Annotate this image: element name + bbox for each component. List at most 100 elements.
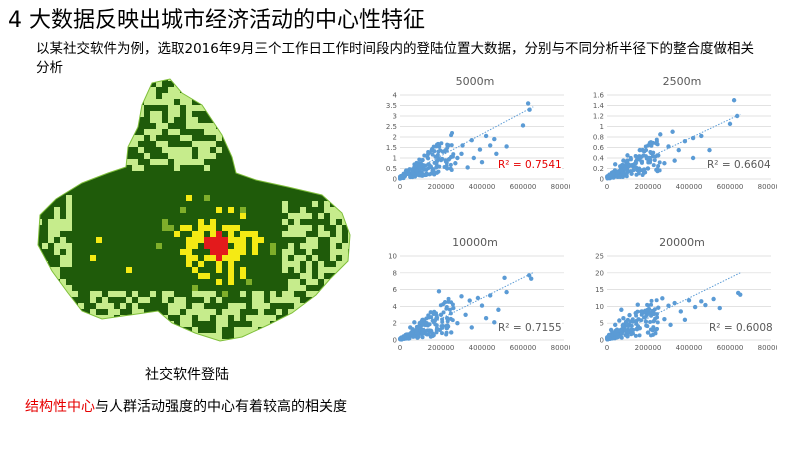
data-point — [655, 320, 660, 325]
data-point — [650, 328, 655, 333]
map-cell — [186, 159, 192, 165]
map-cell — [48, 309, 54, 315]
data-point — [440, 149, 446, 154]
data-point — [639, 312, 644, 317]
data-point — [621, 158, 626, 163]
map-cell — [192, 231, 198, 237]
map-cell — [198, 79, 204, 81]
data-point — [414, 168, 419, 173]
data-point — [629, 332, 634, 337]
map-cell — [38, 93, 42, 99]
map-cell — [150, 135, 156, 141]
map-cell — [66, 207, 72, 213]
map-cell — [300, 225, 306, 231]
map-cell — [192, 309, 198, 315]
map-cell — [132, 315, 138, 321]
map-cell — [30, 183, 36, 189]
map-cell — [42, 345, 48, 350]
map-cell — [288, 345, 294, 350]
data-point — [496, 307, 501, 312]
map-cell — [120, 327, 126, 333]
map-cell — [54, 117, 60, 123]
map-cell — [72, 291, 78, 297]
data-point — [645, 330, 651, 335]
map-cell — [306, 213, 312, 219]
map-cell — [210, 141, 216, 147]
y-tick-label: 1 — [600, 123, 604, 131]
data-point — [672, 300, 677, 306]
data-point — [451, 305, 456, 311]
map-cell — [38, 279, 42, 285]
r-squared-label: R² = 0.6604 — [707, 159, 771, 171]
map-cell — [204, 333, 210, 339]
map-cell — [252, 291, 258, 297]
data-point — [607, 336, 612, 341]
map-cell — [150, 333, 156, 339]
data-point — [634, 165, 639, 170]
data-point — [621, 315, 626, 321]
map-cell — [348, 225, 350, 231]
map-cell — [60, 333, 66, 339]
data-point — [613, 322, 618, 328]
map-cell — [38, 171, 42, 177]
map-cell — [222, 243, 228, 249]
map-cell — [210, 81, 216, 87]
map-cell — [42, 123, 48, 129]
map-cell — [336, 291, 342, 297]
map-cell — [66, 147, 72, 153]
map-cell — [348, 345, 354, 350]
map-cell — [270, 345, 276, 350]
data-point — [444, 332, 449, 337]
map-cell — [54, 141, 60, 147]
map-cell — [156, 99, 162, 105]
y-tick-label: 4 — [393, 92, 398, 100]
map-cell — [294, 327, 300, 333]
map-cell — [102, 333, 108, 339]
map-cell — [174, 159, 180, 165]
map-cell — [54, 297, 60, 303]
map-cell — [360, 207, 366, 213]
map-cell — [150, 129, 156, 135]
map-cell — [54, 291, 60, 297]
map-cell — [258, 303, 264, 309]
x-tick-label: 0 — [398, 344, 402, 352]
data-point — [624, 319, 629, 324]
map-cell — [38, 291, 42, 297]
x-tick-label: 200000 — [635, 183, 662, 191]
map-cell — [360, 345, 366, 350]
map-cell — [42, 79, 48, 81]
map-cell — [42, 195, 48, 201]
data-point — [649, 151, 654, 156]
scatter-chart-20000m: 20000m 0 5 10 15 20 25 0 200000 400000 600000 8000… — [587, 236, 777, 361]
data-point — [623, 166, 628, 171]
map-cell — [66, 339, 72, 341]
map-cell — [342, 285, 348, 291]
data-point — [424, 171, 429, 176]
map-cell — [54, 99, 60, 105]
map-cell — [216, 339, 222, 341]
data-point — [625, 153, 630, 158]
data-point — [427, 328, 432, 333]
map-cell — [366, 285, 370, 291]
data-point — [426, 156, 431, 161]
data-point — [436, 289, 442, 294]
map-cell — [108, 309, 114, 315]
map-cell — [36, 345, 42, 350]
map-cell — [216, 297, 222, 303]
map-cell — [48, 79, 54, 81]
map-cell — [174, 105, 180, 111]
data-point — [448, 162, 453, 167]
map-cell — [180, 153, 186, 159]
map-cell — [210, 333, 216, 339]
data-point — [526, 273, 532, 278]
data-point — [645, 302, 650, 307]
map-cell — [348, 285, 350, 291]
data-point — [645, 324, 650, 329]
data-point — [613, 331, 618, 336]
data-point — [429, 315, 434, 320]
data-point — [640, 173, 645, 178]
data-point — [455, 321, 460, 326]
map-cell — [216, 93, 222, 99]
map-cell — [204, 129, 210, 135]
map-cell — [150, 291, 156, 297]
